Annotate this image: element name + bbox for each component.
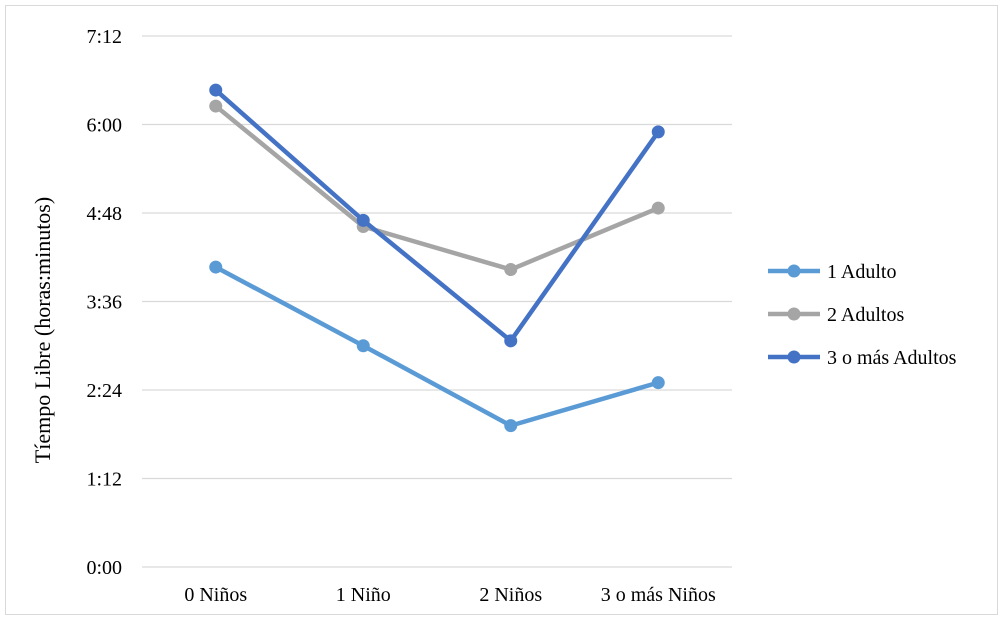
series-2	[209, 99, 665, 277]
x-tick-label: 1 Niño	[336, 584, 391, 606]
data-point	[651, 125, 665, 139]
legend-marker	[787, 264, 801, 278]
y-tick-label: 4:48	[86, 203, 122, 225]
legend-label: 2 Adultos	[827, 304, 904, 326]
data-point	[209, 260, 223, 274]
legend: 1 Adulto 2 Adultos 3 o más Adultos	[768, 261, 957, 369]
y-axis-tick-labels: 0:00 1:12 2:24 3:36 4:48 6:00 7:12	[86, 26, 122, 579]
y-tick-label: 3:36	[86, 292, 122, 314]
y-tick-label: 6:00	[86, 115, 122, 137]
y-tick-label: 2:24	[86, 380, 122, 402]
x-tick-label: 2 Niños	[479, 584, 542, 606]
legend-item: 1 Adulto	[768, 261, 896, 283]
series-lines	[209, 83, 665, 433]
data-point	[504, 419, 518, 433]
data-point	[504, 263, 518, 277]
data-point	[651, 201, 665, 215]
data-point	[504, 334, 518, 348]
legend-marker	[787, 307, 801, 321]
data-point	[209, 83, 223, 97]
legend-label: 1 Adulto	[827, 261, 896, 283]
series-line	[213, 87, 661, 344]
series-1	[209, 260, 665, 433]
legend-marker	[787, 350, 801, 364]
legend-label: 3 o más Adultos	[827, 347, 957, 369]
data-point	[651, 376, 665, 390]
data-point	[209, 99, 223, 113]
y-tick-label: 7:12	[86, 26, 122, 48]
x-axis-tick-labels: 0 Niños 1 Niño 2 Niños 3 o más Niños	[184, 584, 716, 606]
series-line	[213, 103, 661, 272]
series-3	[209, 83, 665, 348]
series-line	[213, 264, 661, 428]
x-tick-label: 3 o más Niños	[601, 584, 716, 606]
y-tick-label: 1:12	[86, 469, 122, 491]
data-point	[356, 339, 370, 353]
x-tick-label: 0 Niños	[184, 584, 247, 606]
data-point	[356, 213, 370, 227]
y-axis-title: Tíempo Libre (horas:minutos)	[30, 197, 55, 463]
legend-item: 2 Adultos	[768, 304, 904, 326]
chart-frame	[5, 5, 998, 615]
y-tick-label: 0:00	[86, 557, 122, 579]
legend-item: 3 o más Adultos	[768, 347, 957, 369]
gridlines	[142, 35, 732, 568]
